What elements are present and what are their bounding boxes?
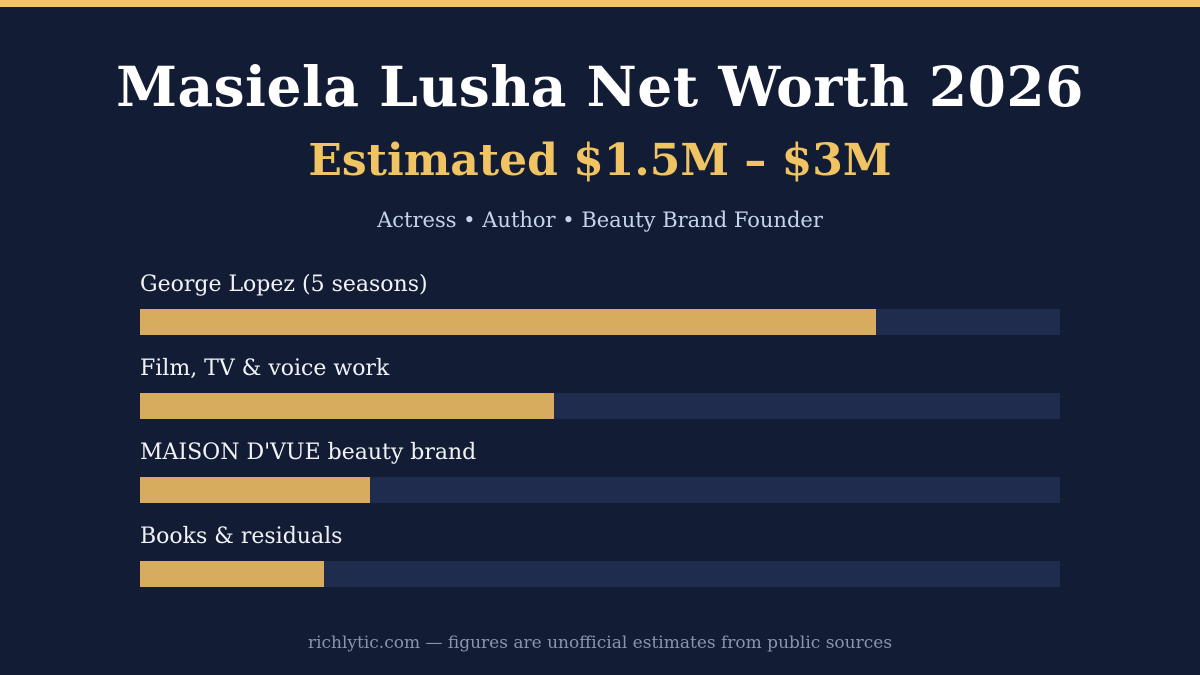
bar-track <box>140 477 1060 503</box>
income-sources-bar-chart: George Lopez (5 seasons) Film, TV & voice… <box>140 268 1060 598</box>
bar-label: George Lopez (5 seasons) <box>140 272 428 297</box>
bar-fill <box>140 561 324 587</box>
bar-row: George Lopez (5 seasons) <box>140 268 1060 338</box>
bar-track <box>140 561 1060 587</box>
bar-track <box>140 393 1060 419</box>
bar-fill <box>140 393 554 419</box>
bar-label: Books & residuals <box>140 524 343 549</box>
bar-label: MAISON D'VUE beauty brand <box>140 440 477 465</box>
bar-fill <box>140 477 370 503</box>
bar-fill <box>140 309 876 335</box>
bar-label: Film, TV & voice work <box>140 356 390 381</box>
tagline: Actress • Author • Beauty Brand Founder <box>377 208 823 232</box>
page-title: Masiela Lusha Net Worth 2026 <box>116 54 1084 119</box>
top-accent-bar <box>0 0 1200 7</box>
bar-row: Books & residuals <box>140 520 1060 590</box>
bar-row: Film, TV & voice work <box>140 352 1060 422</box>
footer-disclaimer: richlytic.com — figures are unofficial e… <box>307 633 893 653</box>
bar-row: MAISON D'VUE beauty brand <box>140 436 1060 506</box>
bar-track <box>140 309 1060 335</box>
net-worth-estimate: Estimated $1.5M – $3M <box>308 135 892 186</box>
